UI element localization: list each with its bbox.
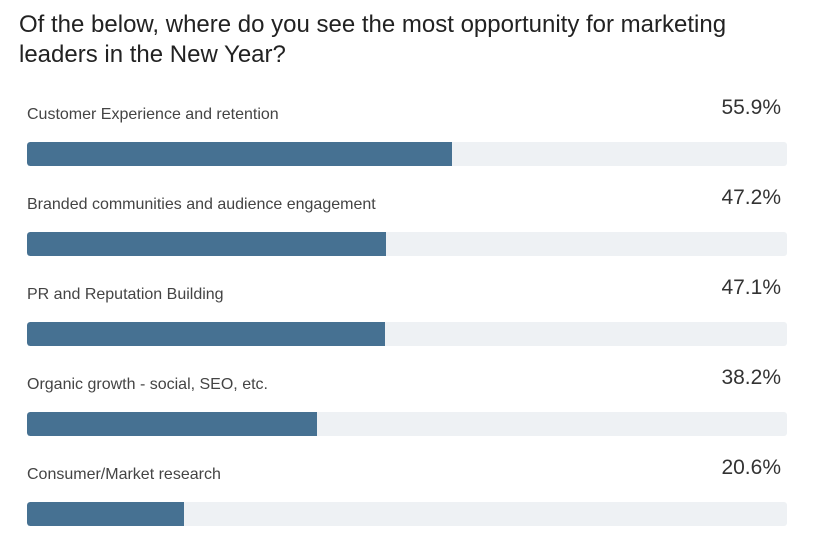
bar-value-label: 38.2% — [721, 366, 781, 389]
bar-label: Organic growth - social, SEO, etc. — [27, 376, 268, 393]
bar-value-label: 47.2% — [721, 186, 781, 209]
bar — [27, 322, 385, 346]
result-row: Consumer/Market research 20.6% — [27, 456, 787, 546]
bar — [27, 232, 386, 256]
survey-question: Of the below, where do you see the most … — [19, 11, 727, 68]
bar — [27, 142, 452, 166]
bar-value-label: 20.6% — [721, 456, 781, 479]
bar — [27, 412, 318, 436]
result-row: Organic growth - social, SEO, etc. 38.2% — [27, 366, 787, 456]
bar-value-label: 47.1% — [721, 276, 781, 299]
bar-track — [27, 142, 787, 166]
bar-label: Customer Experience and retention — [27, 106, 279, 123]
bar-track — [27, 502, 787, 526]
bar-label: PR and Reputation Building — [27, 286, 224, 303]
result-row: Branded communities and audience engagem… — [27, 186, 787, 276]
bar-track — [27, 412, 787, 436]
bar-track — [27, 322, 787, 346]
bar-value-label: 55.9% — [721, 96, 781, 119]
bar-label: Consumer/Market research — [27, 466, 221, 483]
bar-track — [27, 232, 787, 256]
bar-label: Branded communities and audience engagem… — [27, 196, 376, 213]
result-row: PR and Reputation Building 47.1% — [27, 276, 787, 366]
results-list: Customer Experience and retention 55.9% Br… — [27, 96, 787, 546]
bar — [27, 502, 184, 526]
result-row: Customer Experience and retention 55.9% — [27, 96, 787, 186]
